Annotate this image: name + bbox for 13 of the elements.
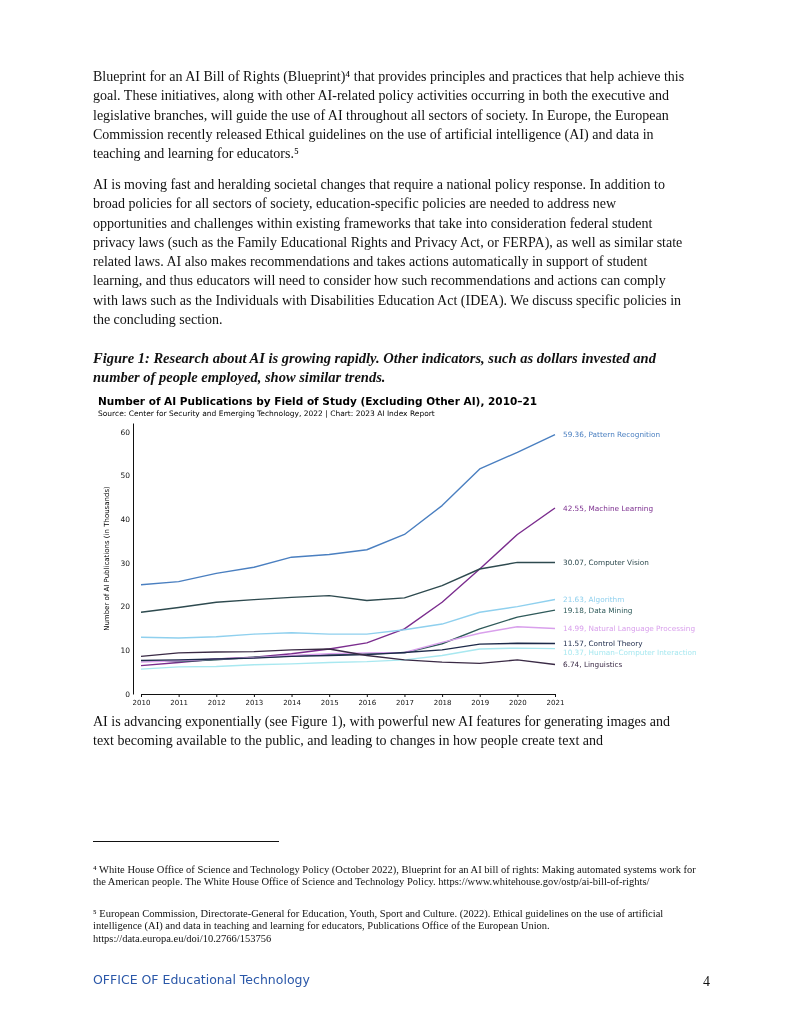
text: ⁴ White House Office of Science and Technology Policy (October 2022), Blueprint for an AI bill of rights: Making automated systems work for the American people. The White House Office of Science and Technology Policy. https://www.whitehouse.gov/ostp/ai-bill-of-rights/ <box>93 864 697 889</box>
text: AI is advancing exponentially (see Figure 1), with powerful new AI features for generating images and text becoming available to the public, and leading to changes in how people create text and <box>93 713 671 751</box>
chart-title: Number of AI Publications by Field of Study (Excluding Other AI), 2010–21 <box>98 395 538 407</box>
text: AI is moving fast and heralding societal changes that require a national policy response. In addition to broad policies for all sectors of society, education-specific policies are needed to address new opportunities and challenges within existing frameworks that take into consideration federal student privacy laws (such as the Family Educational Rights and Privacy Act, or FERPA), as well as similar state related laws. AI also makes recommendations and takes actions automatically in support of student learning, and thus educators will need to consider how such recommendations and actions can comply with laws such as the Individuals with Disabilities Education Act (IDEA). We discuss specific policies in the concluding section. <box>93 176 684 330</box>
text: 4 <box>702 973 710 991</box>
text: OFFICE OF Educational Technology <box>93 971 311 989</box>
line-series <box>140 598 556 639</box>
text: Blueprint for an AI Bill of Rights (Blueprint)⁴ that provides principles and practices that help achieve this goal. These initiatives, along with other AI-related policy activities occurring in both the executive and legislative branches, will guide the use of AI throughout all sectors of society. In Europe, the European Commission recently released Ethical guidelines on the use of artificial intelligence (AI) and data in teaching and learning for educators.⁵ <box>93 68 686 164</box>
line-series <box>140 642 556 662</box>
line-series <box>140 433 556 586</box>
caption: Figure 1: Research about AI is growing rapidly. Other indicators, such as dollars invested and number of people employed, show similar trends. <box>93 349 657 388</box>
text: ⁵ European Commission, Directorate-General for Education, Youth, Sport and Culture. (2022). Ethical guidelines on the use of artificial intelligence (AI) and data in teaching and learning for educators, Publications Office of the European Union. https://data.europa.eu/doi/10.2766/153756 <box>93 908 665 946</box>
line-series <box>140 561 556 613</box>
